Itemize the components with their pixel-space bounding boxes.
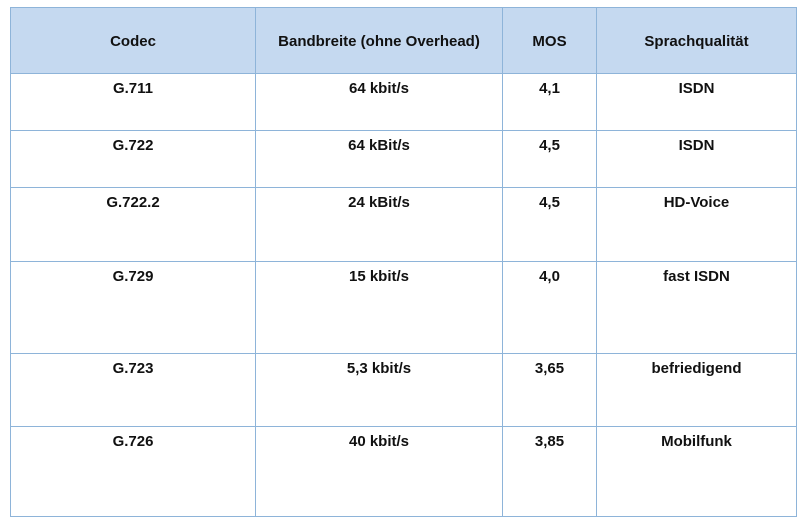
cell-bandwidth: 5,3 kbit/s [255,353,503,427]
cell-codec: G.726 [10,426,256,517]
cell-bandwidth: 64 kbit/s [255,73,503,131]
cell-mos: 4,5 [502,130,597,188]
cell-mos: 4,5 [502,187,597,262]
header-codec: Codec [10,7,256,74]
cell-bandwidth: 15 kbit/s [255,261,503,354]
header-quality: Sprachqualität [596,7,797,74]
header-mos: MOS [502,7,597,74]
cell-bandwidth: 24 kBit/s [255,187,503,262]
cell-quality: ISDN [596,73,797,131]
cell-mos: 4,0 [502,261,597,354]
cell-quality: befriedigend [596,353,797,427]
table-row: G.729 15 kbit/s 4,0 fast ISDN [10,261,797,354]
table-row: G.726 40 kbit/s 3,85 Mobilfunk [10,426,797,517]
cell-codec: G.711 [10,73,256,131]
cell-codec: G.722 [10,130,256,188]
cell-quality: Mobilfunk [596,426,797,517]
codec-table: Codec Bandbreite (ohne Overhead) MOS Spr… [10,7,797,517]
cell-bandwidth: 40 kbit/s [255,426,503,517]
cell-mos: 4,1 [502,73,597,131]
cell-codec: G.723 [10,353,256,427]
header-bandwidth: Bandbreite (ohne Overhead) [255,7,503,74]
table-row: G.711 64 kbit/s 4,1 ISDN [10,73,797,131]
cell-bandwidth: 64 kBit/s [255,130,503,188]
table-row: G.723 5,3 kbit/s 3,65 befriedigend [10,353,797,427]
cell-codec: G.722.2 [10,187,256,262]
cell-quality: HD-Voice [596,187,797,262]
cell-quality: ISDN [596,130,797,188]
cell-mos: 3,65 [502,353,597,427]
table-row: G.722.2 24 kBit/s 4,5 HD-Voice [10,187,797,262]
table-row: G.722 64 kBit/s 4,5 ISDN [10,130,797,188]
cell-codec: G.729 [10,261,256,354]
header-row: Codec Bandbreite (ohne Overhead) MOS Spr… [10,7,797,74]
cell-mos: 3,85 [502,426,597,517]
cell-quality: fast ISDN [596,261,797,354]
